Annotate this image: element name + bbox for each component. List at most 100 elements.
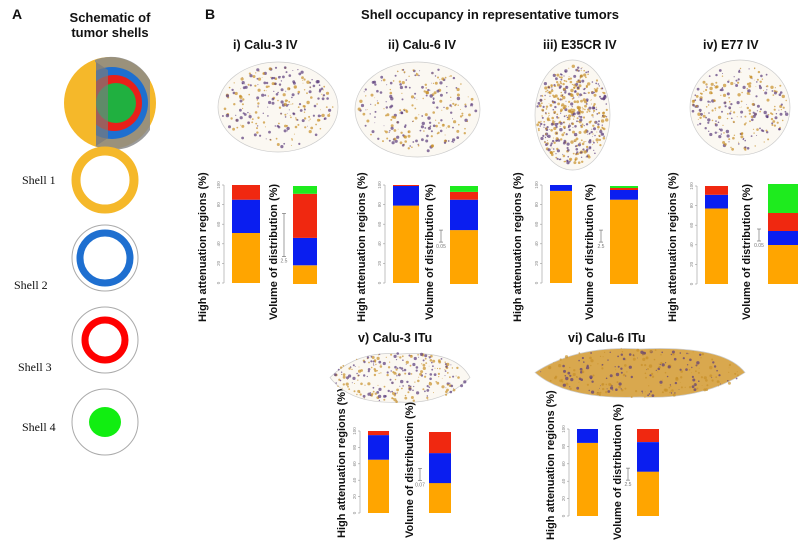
vod-bar-shell-2 xyxy=(637,442,659,472)
shell-1-label: Shell 1 xyxy=(22,173,56,187)
vod-bar-shell-4 xyxy=(293,186,317,194)
y-tick-label: 0 xyxy=(561,514,566,517)
har-bar-shell-2 xyxy=(368,435,389,460)
har-bar-shell-3 xyxy=(393,185,419,186)
har-bar-shell-3 xyxy=(705,186,728,195)
y-tick-label: 80 xyxy=(377,202,382,208)
vod-bar-shell-2 xyxy=(450,199,478,231)
shell-1-icon xyxy=(71,146,139,214)
tumor-title: v) Calu-3 ITu xyxy=(358,331,433,345)
tumor-title: vi) Calu-6 ITu xyxy=(568,331,646,345)
vod-bar-shell-4 xyxy=(610,186,638,188)
vod-bar-shell-1 xyxy=(293,265,317,284)
y-tick-label: 80 xyxy=(534,202,539,208)
scale-bar-label: 2.5 xyxy=(625,482,632,488)
shell-3-icon xyxy=(71,306,139,374)
har-bar-shell-1 xyxy=(577,442,598,516)
tumor-image xyxy=(534,59,611,171)
y-tick-label: 100 xyxy=(216,181,221,189)
har-bar-shell-3 xyxy=(368,431,389,436)
shell-4-label: Shell 4 xyxy=(22,420,56,434)
har-bar-shell-1 xyxy=(550,190,572,283)
y-tick-label: 80 xyxy=(216,202,221,208)
y-tick-label: 20 xyxy=(689,261,694,267)
shell-3-label: Shell 3 xyxy=(18,360,52,374)
y-tick-label: 100 xyxy=(534,181,539,189)
vod-bar-shell-1 xyxy=(450,230,478,284)
panel-a-title: Schematic of tumor shells xyxy=(69,10,151,40)
scale-bar-label: 0.05 xyxy=(436,244,446,250)
har-bar-shell-2 xyxy=(550,185,572,191)
har-bar-shell-2 xyxy=(232,199,260,233)
tumor-image xyxy=(534,347,746,398)
har-bar-shell-1 xyxy=(368,459,389,513)
tumor-image xyxy=(354,61,481,158)
vod-bar-shell-3 xyxy=(610,188,638,190)
vod-bar-shell-3 xyxy=(637,429,659,442)
vod-bar-shell-1 xyxy=(768,245,798,284)
har-bar-shell-1 xyxy=(232,233,260,283)
y-tick-label: 60 xyxy=(561,461,566,467)
vod-bar-shell-2 xyxy=(610,189,638,200)
y-tick-label: 40 xyxy=(534,241,539,247)
vod-bar-shell-4 xyxy=(768,184,798,213)
y-tick-label: 100 xyxy=(561,425,566,433)
y-tick-label: 80 xyxy=(561,443,566,449)
tumor-title: i) Calu-3 IV xyxy=(233,38,298,52)
scale-bar-label: 2.5 xyxy=(281,259,288,265)
shell-2-icon xyxy=(71,224,139,292)
y-tick-label: 60 xyxy=(216,221,221,227)
tumor-title: iv) E77 IV xyxy=(703,38,759,52)
shell-4-icon xyxy=(71,388,139,456)
vod-bar-shell-3 xyxy=(293,193,317,238)
y-tick-label: 20 xyxy=(352,494,357,500)
y-tick-label: 40 xyxy=(689,242,694,248)
y-tick-label: 80 xyxy=(689,203,694,209)
vod-bar-shell-2 xyxy=(293,237,317,266)
y-tick-label: 0 xyxy=(689,282,694,285)
har-bar-shell-2 xyxy=(393,186,419,206)
y-tick-label: 60 xyxy=(377,221,382,227)
tumor-sphere-icon xyxy=(64,56,156,150)
y-tick-label: 100 xyxy=(689,182,694,190)
tumor-title: iii) E35CR IV xyxy=(543,38,617,52)
tumor-image xyxy=(329,352,471,404)
har-bar-shell-2 xyxy=(705,194,728,209)
vod-bar-shell-3 xyxy=(429,432,451,454)
y-tick-label: 60 xyxy=(689,222,694,228)
scale-bar-label: 0.07 xyxy=(415,482,425,488)
har-bar-shell-1 xyxy=(393,205,419,283)
y-tick-label: 0 xyxy=(216,281,221,284)
y-tick-label: 60 xyxy=(352,461,357,467)
vod-bar-shell-2 xyxy=(429,453,451,484)
scale-bar-label: 0.05 xyxy=(754,243,764,249)
y-tick-label: 80 xyxy=(352,444,357,450)
y-tick-label: 0 xyxy=(534,281,539,284)
vod-bar-shell-1 xyxy=(637,471,659,516)
har-bar-shell-1 xyxy=(705,208,728,284)
y-tick-label: 20 xyxy=(216,260,221,266)
y-tick-label: 100 xyxy=(352,427,357,435)
vod-bar-shell-2 xyxy=(768,231,798,245)
panel-a-label: A xyxy=(12,6,23,22)
shell-2-label: Shell 2 xyxy=(14,278,48,292)
y-tick-label: 40 xyxy=(352,477,357,483)
y-tick-label: 0 xyxy=(377,281,382,284)
har-bar-shell-2 xyxy=(577,429,598,443)
y-tick-label: 20 xyxy=(377,260,382,266)
y-tick-label: 40 xyxy=(377,241,382,247)
tumor-title: ii) Calu-6 IV xyxy=(388,38,457,52)
vod-bar-shell-4 xyxy=(450,186,478,192)
y-tick-label: 0 xyxy=(352,511,357,514)
shell-schematic xyxy=(64,56,156,456)
vod-bar-shell-3 xyxy=(768,213,798,231)
y-tick-label: 40 xyxy=(216,241,221,247)
har-bar-shell-3 xyxy=(232,185,260,200)
vod-bar-shell-3 xyxy=(450,191,478,200)
tumor-image xyxy=(217,61,339,153)
panel-b-title: Shell occupancy in representative tumors xyxy=(361,7,619,22)
vod-bar-shell-1 xyxy=(429,483,451,513)
y-tick-label: 40 xyxy=(561,478,566,484)
y-tick-label: 20 xyxy=(534,260,539,266)
y-tick-label: 20 xyxy=(561,496,566,502)
